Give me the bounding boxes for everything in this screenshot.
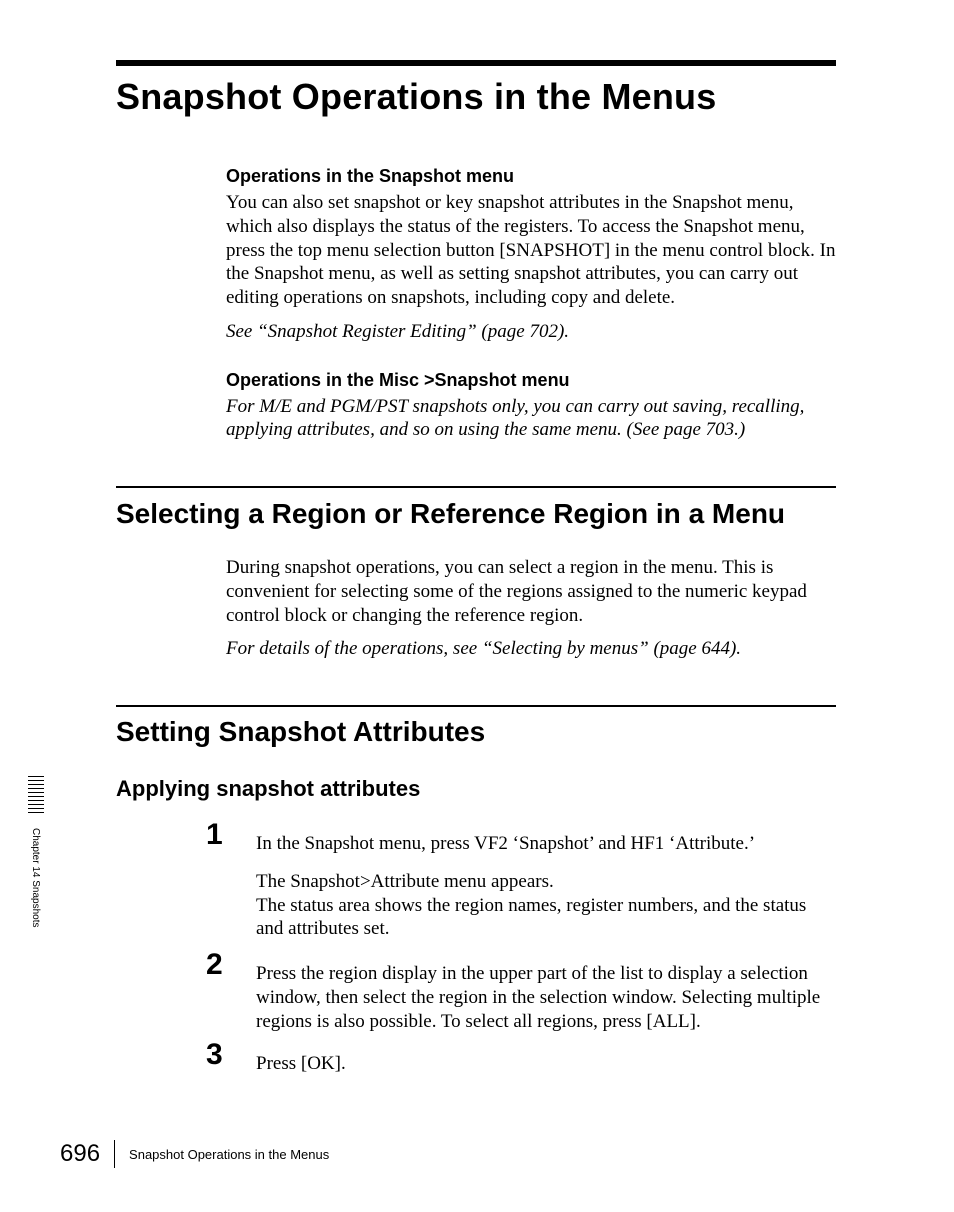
footer-divider: [114, 1140, 115, 1168]
sub2-body: For M/E and PGM/PST snapshots only, you …: [226, 395, 836, 443]
page: Snapshot Operations in the Menus Operati…: [0, 0, 954, 1212]
step-3-text: Press [OK].: [256, 1052, 836, 1076]
section-rule-attr: [116, 705, 836, 707]
footer-text: Snapshot Operations in the Menus: [129, 1147, 329, 1162]
page-title: Snapshot Operations in the Menus: [116, 76, 716, 118]
region-body-block: During snapshot operations, you can sele…: [226, 556, 836, 661]
sub1-body: You can also set snapshot or key snapsho…: [226, 191, 836, 310]
section-heading-attr: Setting Snapshot Attributes: [116, 716, 485, 748]
subheading-applying: Applying snapshot attributes: [116, 776, 420, 802]
sub1-see: See “Snapshot Register Editing” (page 70…: [226, 320, 836, 344]
step-number-2: 2: [206, 948, 223, 982]
region-see: For details of the operations, see “Sele…: [226, 637, 836, 661]
page-number: 696: [60, 1140, 100, 1168]
intro-block: Operations in the Snapshot menu You can …: [226, 166, 836, 442]
step-number-1: 1: [206, 818, 223, 852]
step-1-line-a: In the Snapshot menu, press VF2 ‘Snapsho…: [256, 832, 836, 856]
side-chapter-label: Chapter 14 Snapshots: [30, 828, 41, 928]
title-rule: [116, 60, 836, 66]
footer: 696 Snapshot Operations in the Menus: [60, 1140, 329, 1168]
sub1-title: Operations in the Snapshot menu: [226, 166, 836, 187]
sub2-title: Operations in the Misc >Snapshot menu: [226, 370, 836, 391]
step-2-text: Press the region display in the upper pa…: [256, 962, 836, 1033]
step-1-line-b: The Snapshot>Attribute menu appears.: [256, 870, 836, 894]
step-1-line-c: The status area shows the region names, …: [256, 894, 836, 942]
side-line-ornament: [28, 776, 44, 816]
region-body: During snapshot operations, you can sele…: [226, 556, 836, 627]
step-number-3: 3: [206, 1038, 223, 1072]
section-heading-region: Selecting a Region or Reference Region i…: [116, 498, 785, 530]
section-rule-region: [116, 486, 836, 488]
step-1-text: In the Snapshot menu, press VF2 ‘Snapsho…: [256, 832, 836, 941]
